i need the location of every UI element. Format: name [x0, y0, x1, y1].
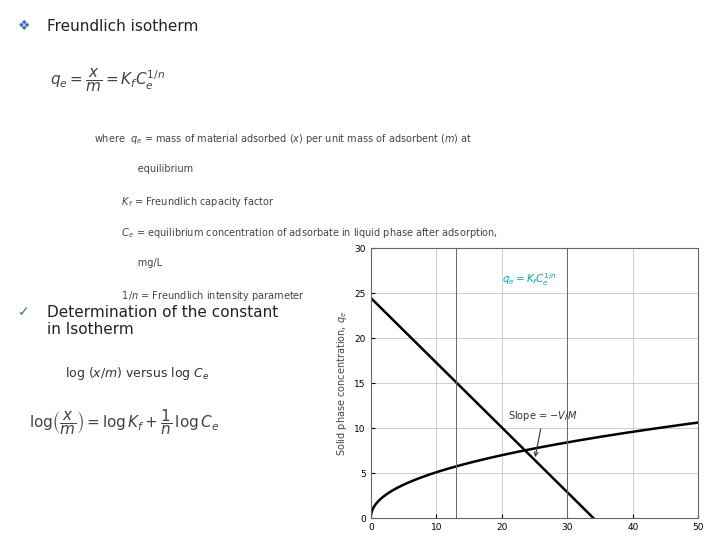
- Text: Determination of the constant
in Isotherm: Determination of the constant in Isother…: [47, 305, 278, 338]
- Text: where  $q_e$ = mass of material adsorbed ($x$) per unit mass of adsorbent ($m$) : where $q_e$ = mass of material adsorbed …: [94, 132, 472, 146]
- Text: $q_e = \dfrac{x}{m} = K_f C_e^{1/n}$: $q_e = \dfrac{x}{m} = K_f C_e^{1/n}$: [50, 68, 166, 94]
- Text: $1/n$ = Freundlich intensity parameter: $1/n$ = Freundlich intensity parameter: [94, 289, 305, 303]
- Text: $K_f$ = Freundlich capacity factor: $K_f$ = Freundlich capacity factor: [94, 195, 274, 209]
- Text: $C_o$: $C_o$: [450, 538, 462, 540]
- Text: Slope = $-V/M$: Slope = $-V/M$: [508, 409, 578, 456]
- Y-axis label: Solid phase concentration, $q_e$: Solid phase concentration, $q_e$: [335, 311, 349, 456]
- Text: ❖: ❖: [18, 19, 30, 33]
- Text: $C_e$ = equilibrium concentration of adsorbate in liquid phase after adsorption,: $C_e$ = equilibrium concentration of ads…: [94, 226, 498, 240]
- Text: $C_o$: $C_o$: [620, 538, 633, 540]
- Text: mg/L: mg/L: [94, 258, 162, 268]
- Text: log ($x/m$) versus log $C_e$: log ($x/m$) versus log $C_e$: [65, 364, 210, 381]
- Text: $\log\!\left(\dfrac{x}{m}\right) = \log K_f + \dfrac{1}{n}\,\log C_e$: $\log\!\left(\dfrac{x}{m}\right) = \log …: [29, 408, 219, 437]
- X-axis label: Liquid phase concentration, $C$: Liquid phase concentration, $C$: [461, 538, 608, 540]
- Text: ✓: ✓: [18, 305, 30, 319]
- Text: equilibrium: equilibrium: [94, 164, 193, 174]
- Text: $q_e = K_f C_e^{1/n}$: $q_e = K_f C_e^{1/n}$: [502, 271, 557, 288]
- Text: Freundlich isotherm: Freundlich isotherm: [47, 19, 198, 34]
